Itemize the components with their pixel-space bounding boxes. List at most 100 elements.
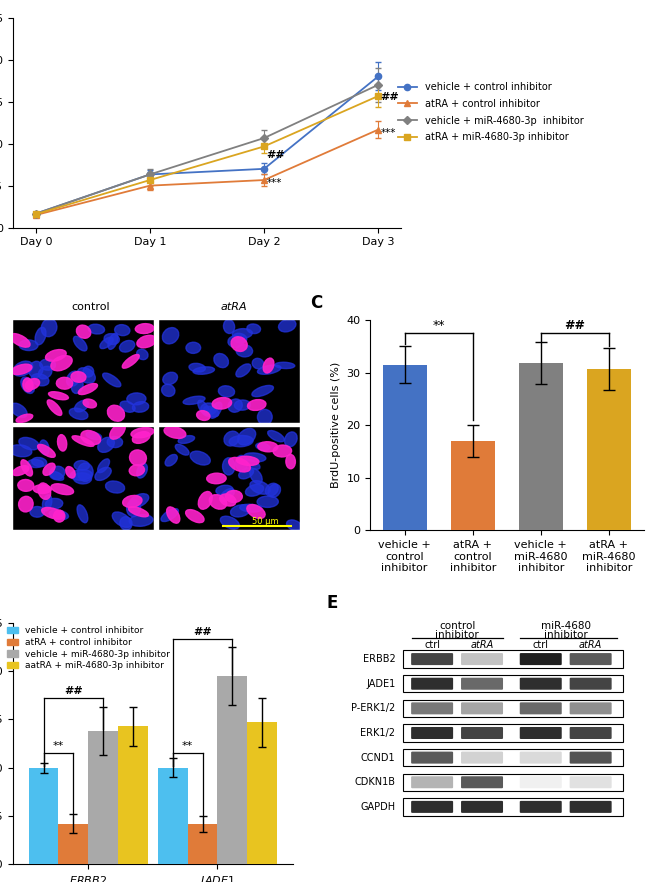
Ellipse shape: [127, 392, 146, 405]
Ellipse shape: [252, 385, 274, 397]
Ellipse shape: [161, 509, 178, 521]
Ellipse shape: [228, 335, 244, 348]
Ellipse shape: [10, 333, 30, 348]
Text: **: **: [182, 742, 194, 751]
Ellipse shape: [120, 340, 135, 352]
Ellipse shape: [248, 400, 266, 410]
Text: ***: ***: [266, 178, 281, 189]
Ellipse shape: [78, 384, 98, 394]
Bar: [29, 767, 58, 864]
Ellipse shape: [162, 372, 177, 385]
Legend: vehicle + control inhibitor, atRA + control inhibitor, vehicle + miR-4680-3p  in: vehicle + control inhibitor, atRA + cont…: [394, 78, 588, 146]
Ellipse shape: [237, 456, 259, 466]
FancyBboxPatch shape: [520, 727, 562, 739]
Ellipse shape: [238, 429, 255, 445]
Ellipse shape: [110, 423, 125, 439]
Ellipse shape: [232, 329, 252, 339]
Text: **: **: [432, 319, 445, 333]
Bar: [450, 441, 495, 530]
Ellipse shape: [42, 495, 52, 511]
Ellipse shape: [19, 340, 38, 350]
Ellipse shape: [268, 484, 281, 497]
Ellipse shape: [30, 506, 45, 517]
Ellipse shape: [236, 345, 253, 357]
Ellipse shape: [207, 473, 226, 483]
Ellipse shape: [165, 454, 177, 466]
Text: ##: ##: [564, 319, 586, 333]
Ellipse shape: [31, 374, 49, 385]
Ellipse shape: [16, 415, 32, 422]
Ellipse shape: [51, 484, 73, 495]
Ellipse shape: [231, 505, 250, 517]
Ellipse shape: [70, 469, 92, 480]
Ellipse shape: [190, 451, 211, 465]
Ellipse shape: [21, 377, 34, 393]
Text: atRA: atRA: [579, 639, 603, 650]
Ellipse shape: [25, 378, 40, 390]
Ellipse shape: [198, 491, 212, 509]
FancyBboxPatch shape: [569, 677, 612, 690]
FancyBboxPatch shape: [520, 677, 562, 690]
Ellipse shape: [201, 403, 216, 415]
FancyBboxPatch shape: [461, 653, 503, 665]
Ellipse shape: [73, 473, 92, 484]
FancyBboxPatch shape: [461, 751, 503, 764]
Ellipse shape: [178, 436, 194, 444]
FancyBboxPatch shape: [411, 776, 453, 789]
Text: JADE1: JADE1: [366, 679, 395, 689]
Ellipse shape: [83, 399, 96, 407]
FancyBboxPatch shape: [411, 677, 453, 690]
FancyBboxPatch shape: [520, 653, 562, 665]
Ellipse shape: [19, 497, 33, 512]
Ellipse shape: [214, 354, 228, 368]
Ellipse shape: [50, 471, 64, 481]
Bar: [118, 726, 148, 864]
Ellipse shape: [164, 427, 186, 438]
Ellipse shape: [131, 428, 154, 437]
Bar: [403, 650, 623, 668]
FancyBboxPatch shape: [461, 776, 503, 789]
Ellipse shape: [13, 361, 32, 376]
Bar: [403, 798, 623, 816]
Ellipse shape: [107, 405, 125, 422]
Legend: vehicle + control inhibitor, atRA + control inhibitor, vehicle + miR-4680-3p inh: vehicle + control inhibitor, atRA + cont…: [3, 623, 174, 674]
Ellipse shape: [40, 440, 49, 455]
Ellipse shape: [66, 371, 80, 386]
FancyBboxPatch shape: [461, 727, 503, 739]
Ellipse shape: [66, 467, 75, 478]
Ellipse shape: [32, 458, 47, 467]
Text: atRA: atRA: [471, 639, 493, 650]
Ellipse shape: [49, 392, 68, 400]
Ellipse shape: [235, 455, 248, 471]
Ellipse shape: [100, 337, 113, 348]
FancyBboxPatch shape: [520, 751, 562, 764]
Ellipse shape: [46, 349, 66, 362]
Text: control: control: [439, 622, 475, 632]
Ellipse shape: [246, 460, 260, 469]
Ellipse shape: [240, 505, 262, 512]
Ellipse shape: [137, 335, 157, 348]
Ellipse shape: [72, 377, 83, 393]
Ellipse shape: [98, 437, 114, 452]
FancyBboxPatch shape: [569, 702, 612, 714]
Ellipse shape: [38, 366, 52, 379]
Ellipse shape: [35, 327, 46, 345]
Ellipse shape: [285, 432, 297, 447]
Bar: [403, 724, 623, 742]
Ellipse shape: [18, 480, 34, 491]
Bar: [519, 363, 563, 530]
Ellipse shape: [258, 442, 278, 452]
Ellipse shape: [46, 498, 63, 509]
Ellipse shape: [216, 485, 233, 495]
Ellipse shape: [166, 507, 180, 523]
Ellipse shape: [77, 368, 96, 383]
Ellipse shape: [108, 333, 118, 349]
Ellipse shape: [120, 401, 135, 412]
Ellipse shape: [129, 494, 149, 507]
Ellipse shape: [209, 495, 227, 509]
Ellipse shape: [54, 510, 65, 522]
Bar: [383, 365, 427, 530]
Text: atRA: atRA: [221, 302, 248, 312]
Text: E: E: [326, 594, 338, 612]
Ellipse shape: [193, 367, 214, 374]
